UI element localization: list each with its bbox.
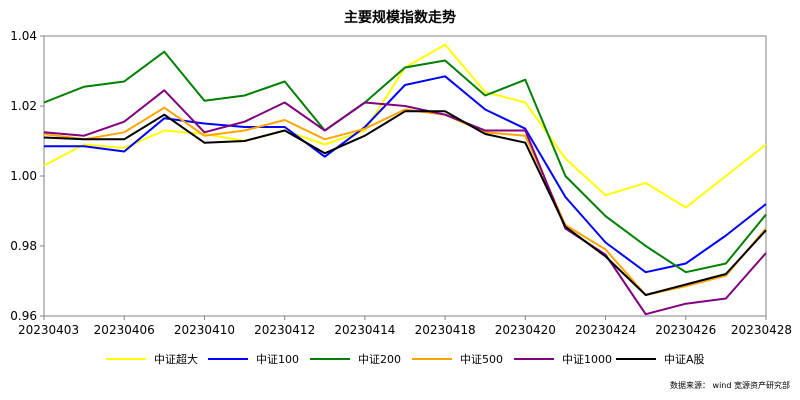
x-tick-label: 20230406	[94, 323, 155, 337]
series-lines	[43, 43, 767, 316]
legend-label: 中证A股	[664, 353, 705, 366]
x-tick-label: 20230403	[18, 323, 79, 337]
x-tick-label: 20230410	[174, 323, 235, 337]
x-tick-label: 20230426	[655, 323, 716, 337]
series-line-1	[44, 75, 767, 274]
x-tick-label: 20230412	[254, 323, 315, 337]
plot-area	[43, 35, 767, 317]
y-tick-label: 0.98	[10, 239, 37, 253]
x-tick-label: 20230428	[731, 323, 792, 337]
series-line-2	[43, 50, 767, 274]
x-tick-label: 20230418	[415, 323, 476, 337]
y-tick-label: 1.04	[10, 29, 37, 43]
legend-label: 中证超大	[154, 352, 198, 366]
x-tick-label: 20230420	[495, 323, 556, 337]
x-axis: 20230403 20230406 20230410 20230412 20230414…	[18, 316, 792, 337]
x-tick-label: 20230424	[575, 323, 636, 337]
series-line-4	[43, 89, 767, 316]
y-axis: 0.96 0.98 1.00 1.02 1.04	[10, 29, 44, 323]
legend-label: 中证1000	[562, 353, 612, 366]
y-tick-label: 0.96	[10, 309, 37, 323]
y-tick-label: 1.02	[10, 99, 37, 113]
chart-title: 主要规模指数走势	[344, 9, 456, 26]
legend: 中证超大 中证100 中证200 中证500 中证1000 中证A股	[106, 352, 705, 366]
legend-label: 中证100	[256, 353, 299, 366]
x-tick-label: 20230414	[334, 323, 395, 337]
series-line-5	[43, 110, 767, 296]
legend-label: 中证500	[460, 353, 503, 366]
legend-label: 中证200	[358, 353, 401, 366]
source-note: 数据来源： wind 宽源资产研究部	[670, 380, 790, 390]
y-tick-label: 1.00	[10, 169, 37, 183]
